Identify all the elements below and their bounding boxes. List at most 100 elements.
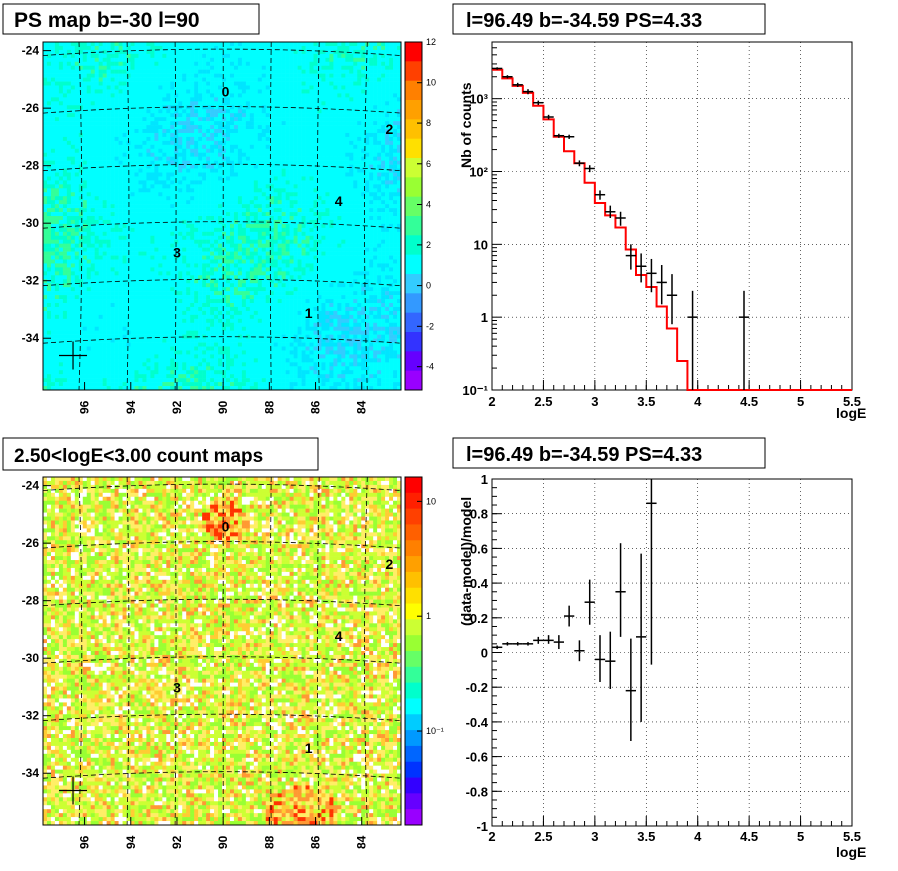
map-pixel <box>138 133 142 137</box>
map-pixel <box>349 184 353 188</box>
map-pixel <box>385 161 389 165</box>
map-pixel <box>345 180 349 184</box>
map-pixel <box>115 62 119 66</box>
map-pixel <box>353 252 357 256</box>
map-pixel <box>262 149 266 153</box>
map-pixel <box>111 82 115 86</box>
map-pixel <box>198 82 202 86</box>
map-pixel <box>266 188 270 192</box>
map-pixel <box>123 157 127 161</box>
map-pixel <box>79 149 83 153</box>
map-pixel <box>99 196 103 200</box>
map-pixel <box>206 74 210 78</box>
map-pixel <box>178 86 182 90</box>
map-pixel <box>218 196 222 200</box>
map-pixel <box>325 101 329 105</box>
map-pixel <box>242 240 246 244</box>
map-pixel <box>158 220 162 224</box>
map-pixel <box>337 145 341 149</box>
map-pixel <box>119 153 123 157</box>
map-pixel <box>294 74 298 78</box>
map-pixel <box>119 173 123 177</box>
map-pixel <box>290 204 294 208</box>
map-pixel <box>341 129 345 133</box>
map-pixel <box>349 74 353 78</box>
map-pixel <box>357 256 361 260</box>
map-pixel <box>230 157 234 161</box>
map-pixel <box>103 46 107 50</box>
map-pixel <box>134 141 138 145</box>
map-pixel <box>258 141 262 145</box>
map-pixel <box>182 212 186 216</box>
map-pixel <box>131 161 135 165</box>
map-pixel <box>198 86 202 90</box>
map-pixel <box>306 86 310 90</box>
map-pixel <box>99 236 103 240</box>
map-pixel <box>282 200 286 204</box>
map-pixel <box>393 89 397 93</box>
map-pixel <box>138 260 142 264</box>
map-pixel <box>210 196 214 200</box>
map-pixel <box>381 173 385 177</box>
map-pixel <box>210 137 214 141</box>
map-pixel <box>150 121 154 125</box>
map-pixel <box>103 62 107 66</box>
map-pixel <box>174 141 178 145</box>
map-pixel <box>250 133 254 137</box>
map-pixel <box>194 42 198 46</box>
map-pixel <box>357 252 361 256</box>
map-pixel <box>103 89 107 93</box>
map-pixel <box>246 204 250 208</box>
map-pixel <box>254 105 258 109</box>
map-pixel <box>83 212 87 216</box>
map-pixel <box>381 228 385 232</box>
map-pixel <box>262 74 266 78</box>
map-pixel <box>349 240 353 244</box>
map-pixel <box>170 176 174 180</box>
map-pixel <box>258 97 262 101</box>
map-pixel <box>43 125 47 129</box>
map-pixel <box>178 176 182 180</box>
map-pixel <box>310 173 314 177</box>
map-pixel <box>302 54 306 58</box>
map-pixel <box>103 188 107 192</box>
map-pixel <box>357 54 361 58</box>
map-pixel <box>373 62 377 66</box>
map-pixel <box>357 129 361 133</box>
map-pixel <box>71 141 75 145</box>
map-pixel <box>349 236 353 240</box>
map-pixel <box>266 204 270 208</box>
map-pixel <box>254 232 258 236</box>
map-pixel <box>79 82 83 86</box>
map-pixel <box>353 86 357 90</box>
map-pixel <box>238 196 242 200</box>
map-pixel <box>83 42 87 46</box>
map-pixel <box>47 173 51 177</box>
map-pixel <box>131 125 135 129</box>
map-pixel <box>325 46 329 50</box>
map-pixel <box>254 173 258 177</box>
map-pixel <box>373 200 377 204</box>
map-pixel <box>226 109 230 113</box>
map-pixel <box>154 204 158 208</box>
map-pixel <box>83 58 87 62</box>
map-pixel <box>258 236 262 240</box>
map-pixel <box>306 145 310 149</box>
map-pixel <box>250 78 254 82</box>
map-pixel <box>87 188 91 192</box>
map-pixel <box>242 82 246 86</box>
map-pixel <box>337 42 341 46</box>
map-pixel <box>87 184 91 188</box>
map-pixel <box>298 252 302 256</box>
map-pixel <box>170 78 174 82</box>
map-pixel <box>258 78 262 82</box>
map-pixel <box>246 70 250 74</box>
map-pixel <box>238 248 242 252</box>
map-pixel <box>329 74 333 78</box>
map-pixel <box>242 42 246 46</box>
map-pixel <box>365 252 369 256</box>
map-pixel <box>59 125 63 129</box>
map-pixel <box>138 54 142 58</box>
map-pixel <box>313 141 317 145</box>
map-pixel <box>91 101 95 105</box>
